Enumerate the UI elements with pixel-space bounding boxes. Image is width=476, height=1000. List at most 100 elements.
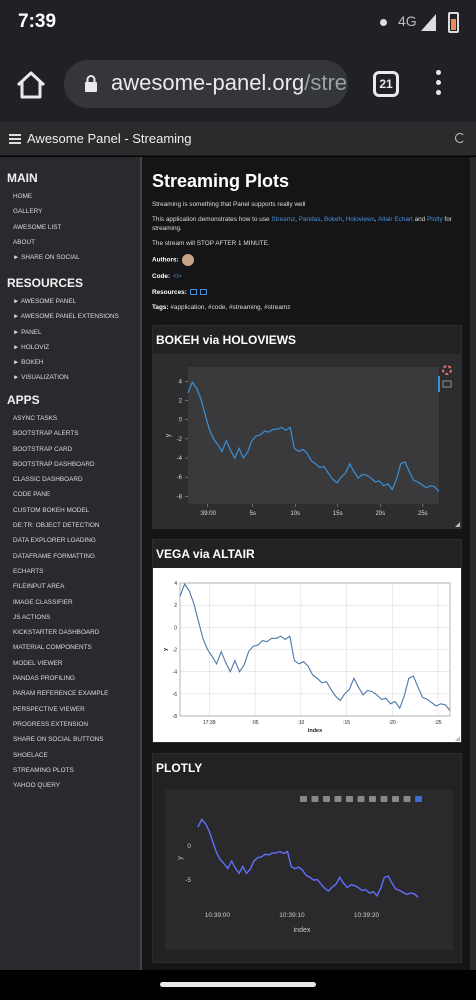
address-bar[interactable]: awesome-panel.org/stre (64, 60, 348, 108)
link-streamz[interactable]: Streamz (271, 216, 296, 223)
authors-row: Authors: (152, 254, 460, 266)
link-bokeh[interactable]: Bokeh (323, 216, 343, 223)
reset-axes-icon[interactable] (369, 796, 376, 802)
demo-description: This application demonstrates how to use… (152, 216, 452, 232)
x-axis-label: index (294, 927, 311, 934)
link-pandas[interactable]: Pandas (298, 216, 321, 223)
resource-save-icon[interactable] (199, 289, 207, 296)
hover-compare-icon[interactable] (403, 796, 411, 802)
tags-label: Tags: (152, 304, 169, 311)
link-plotly[interactable]: Plotly (427, 216, 443, 223)
sidebar-item[interactable]: PANDAS PROFILING (13, 675, 76, 683)
sidebar-item[interactable]: ► VISUALIZATION (13, 374, 69, 382)
sidebar-item[interactable]: AWESOME LIST (13, 223, 62, 231)
sidebar-item[interactable]: KICKSTARTER DASHBOARD (13, 629, 100, 637)
x-tick-label: 10:39:20 (354, 912, 380, 919)
tab-switcher-button[interactable]: 21 (373, 71, 399, 97)
sidebar-item[interactable]: ► AWESOME PANEL EXTENSIONS (13, 313, 119, 321)
hamburger-menu-icon[interactable] (9, 134, 21, 144)
sidebar-item[interactable]: CLASSIC DASHBOARD (13, 476, 83, 484)
zoom-in-icon[interactable] (334, 796, 342, 802)
plotly-logo-icon[interactable] (415, 796, 422, 802)
status-time: 7:39 (18, 11, 57, 32)
battery-icon (448, 12, 459, 33)
sidebar-item[interactable]: YAHOO QUERY (13, 782, 60, 790)
bokeh-plot-area[interactable]: 4 2 0 -2 -4 -6 -8 y:39:00 5s 10s 15s 20s 25s (153, 354, 461, 528)
pan-icon[interactable] (323, 796, 330, 802)
code-link-icon[interactable]: </> (173, 274, 182, 280)
spike-lines-icon[interactable] (380, 796, 388, 802)
sidebar-section-title: RESOURCES (7, 276, 84, 290)
sidebar-item[interactable]: JS ACTIONS (13, 613, 51, 621)
resize-handle[interactable] (455, 736, 460, 741)
sidebar-item[interactable]: DE:TR: OBJECT DETECTION (13, 522, 100, 530)
resize-handle[interactable] (455, 522, 460, 527)
main-scrollbar[interactable] (470, 157, 476, 970)
sidebar-item[interactable]: ► HOLOVIZ (13, 343, 50, 351)
autoscale-icon[interactable] (357, 796, 365, 802)
y-tick-label: 0 (174, 625, 177, 631)
sidebar-item[interactable]: DATAFRAME FORMATTING (13, 552, 96, 560)
sidebar-item[interactable]: DATA EXPLORER LOADING (13, 537, 96, 545)
tags-row: Tags: #application, #code, #streaming, #… (152, 303, 460, 312)
more-menu-icon[interactable] (432, 70, 444, 98)
x-tick-label: 17:39 (203, 720, 216, 726)
sidebar-item[interactable]: ABOUT (13, 238, 36, 246)
y-tick-label: -4 (177, 456, 183, 462)
sidebar-item[interactable]: HOME (13, 193, 33, 200)
sidebar-item[interactable]: PERSPECTIVE VIEWER (13, 705, 85, 713)
y-tick-label: -2 (177, 437, 183, 443)
sidebar-item[interactable]: MODEL VIEWER (13, 659, 63, 667)
sidebar-item[interactable]: MATERIAL COMPONENTS (13, 644, 92, 652)
sidebar-item[interactable]: PROGRESS EXTENSION (13, 720, 88, 728)
y-tick-label: 4 (179, 379, 183, 385)
resource-image-icon[interactable] (189, 289, 197, 296)
author-avatar[interactable] (181, 254, 194, 266)
sidebar-section-1: RESOURCES ► AWESOME PANEL ► AWESOME PANEL … (0, 276, 140, 386)
sidebar-item[interactable]: CODE PANE (13, 491, 51, 499)
plotly-plot-area[interactable]: 0 -5 10:39:00 10:39:10 10:39:20 index y (153, 782, 461, 962)
plotly-chart[interactable]: 0 -5 10:39:00 10:39:10 10:39:20 index y (153, 782, 461, 962)
sidebar-item[interactable]: BOOTSTRAP ALERTS (13, 430, 79, 438)
x-tick-label: 5s (249, 511, 255, 517)
notification-dot-icon (380, 19, 387, 26)
sidebar-item[interactable]: FILEINPUT AREA (13, 583, 65, 591)
resources-row: Resources: (152, 288, 460, 297)
link-holoviews[interactable]: Holoviews (345, 216, 375, 223)
sidebar-item[interactable]: GALLERY (13, 208, 43, 216)
sidebar-item[interactable]: ► AWESOME PANEL (13, 298, 77, 305)
sidebar-item[interactable]: ► PANEL (13, 328, 42, 336)
sidebar-section-2: APPS ASYNC TASKS BOOTSTRAP ALERTS BOOTSTRAP… (0, 393, 140, 793)
home-gesture-handle[interactable] (160, 982, 316, 987)
zoom-out-icon[interactable] (346, 796, 353, 802)
camera-icon[interactable] (300, 796, 307, 802)
sidebar-item[interactable]: ► BOKEH (13, 359, 44, 367)
sidebar-divider[interactable] (140, 157, 142, 970)
sidebar-item[interactable]: ECHARTS (13, 567, 44, 575)
bokeh-logo-icon (442, 365, 452, 375)
hover-closest-icon[interactable] (392, 796, 399, 802)
stop-note: The stream will STOP AFTER 1 MINUTE. (152, 240, 270, 247)
altair-plot-area[interactable]: 4 2 0 -2 -4 -6 -8 17:39:05:10:15:20:25 index y (153, 568, 461, 742)
page-title: Streaming Plots (152, 171, 290, 191)
sidebar-section-title: APPS (7, 393, 40, 407)
y-tick-label: -6 (177, 475, 183, 481)
sidebar-item[interactable]: ► SHARE ON SOCIAL (13, 254, 80, 262)
sidebar-item[interactable]: IMAGE CLASSIFIER (13, 598, 73, 606)
link-altair-echart[interactable]: Altair Echart (377, 216, 413, 223)
sidebar-item[interactable]: SHARE ON SOCIAL BUTTONS (13, 736, 104, 744)
sidebar-item[interactable]: BOOTSTRAP CARD (13, 445, 73, 453)
demo-suffix: for streaming. (152, 216, 452, 232)
x-tick-label: 20s (375, 511, 385, 517)
altair-chart[interactable]: 4 2 0 -2 -4 -6 -8 17:39:05:10:15:20:25 index y (153, 568, 461, 742)
sidebar-item[interactable]: SHOELACE (13, 751, 48, 759)
sidebar-item[interactable]: ASYNC TASKS (13, 415, 58, 422)
plot-background (165, 790, 453, 950)
sidebar-item[interactable]: STREAMING PLOTS (13, 766, 74, 774)
zoom-icon[interactable] (311, 796, 319, 802)
sidebar-item[interactable]: CUSTOM BOKEH MODEL (13, 506, 90, 514)
sidebar-item[interactable]: PARAM REFERENCE EXAMPLE (13, 690, 109, 698)
bokeh-chart[interactable]: 4 2 0 -2 -4 -6 -8 y:39:00 5s 10s 15s 20s 25s (153, 354, 461, 528)
sidebar-item[interactable]: BOOTSTRAP DASHBOARD (13, 460, 95, 468)
home-icon[interactable] (14, 68, 48, 102)
